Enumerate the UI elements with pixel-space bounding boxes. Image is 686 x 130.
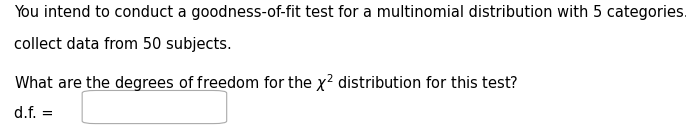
Text: collect data from 50 subjects.: collect data from 50 subjects. [14,37,231,52]
Text: You intend to conduct a goodness-of-fit test for a multinomial distribution with: You intend to conduct a goodness-of-fit … [14,5,686,20]
Text: What are the degrees of freedom for the $\chi^2$ distribution for this test?: What are the degrees of freedom for the … [14,73,518,94]
FancyBboxPatch shape [82,90,226,124]
Text: d.f. =: d.f. = [14,106,53,121]
